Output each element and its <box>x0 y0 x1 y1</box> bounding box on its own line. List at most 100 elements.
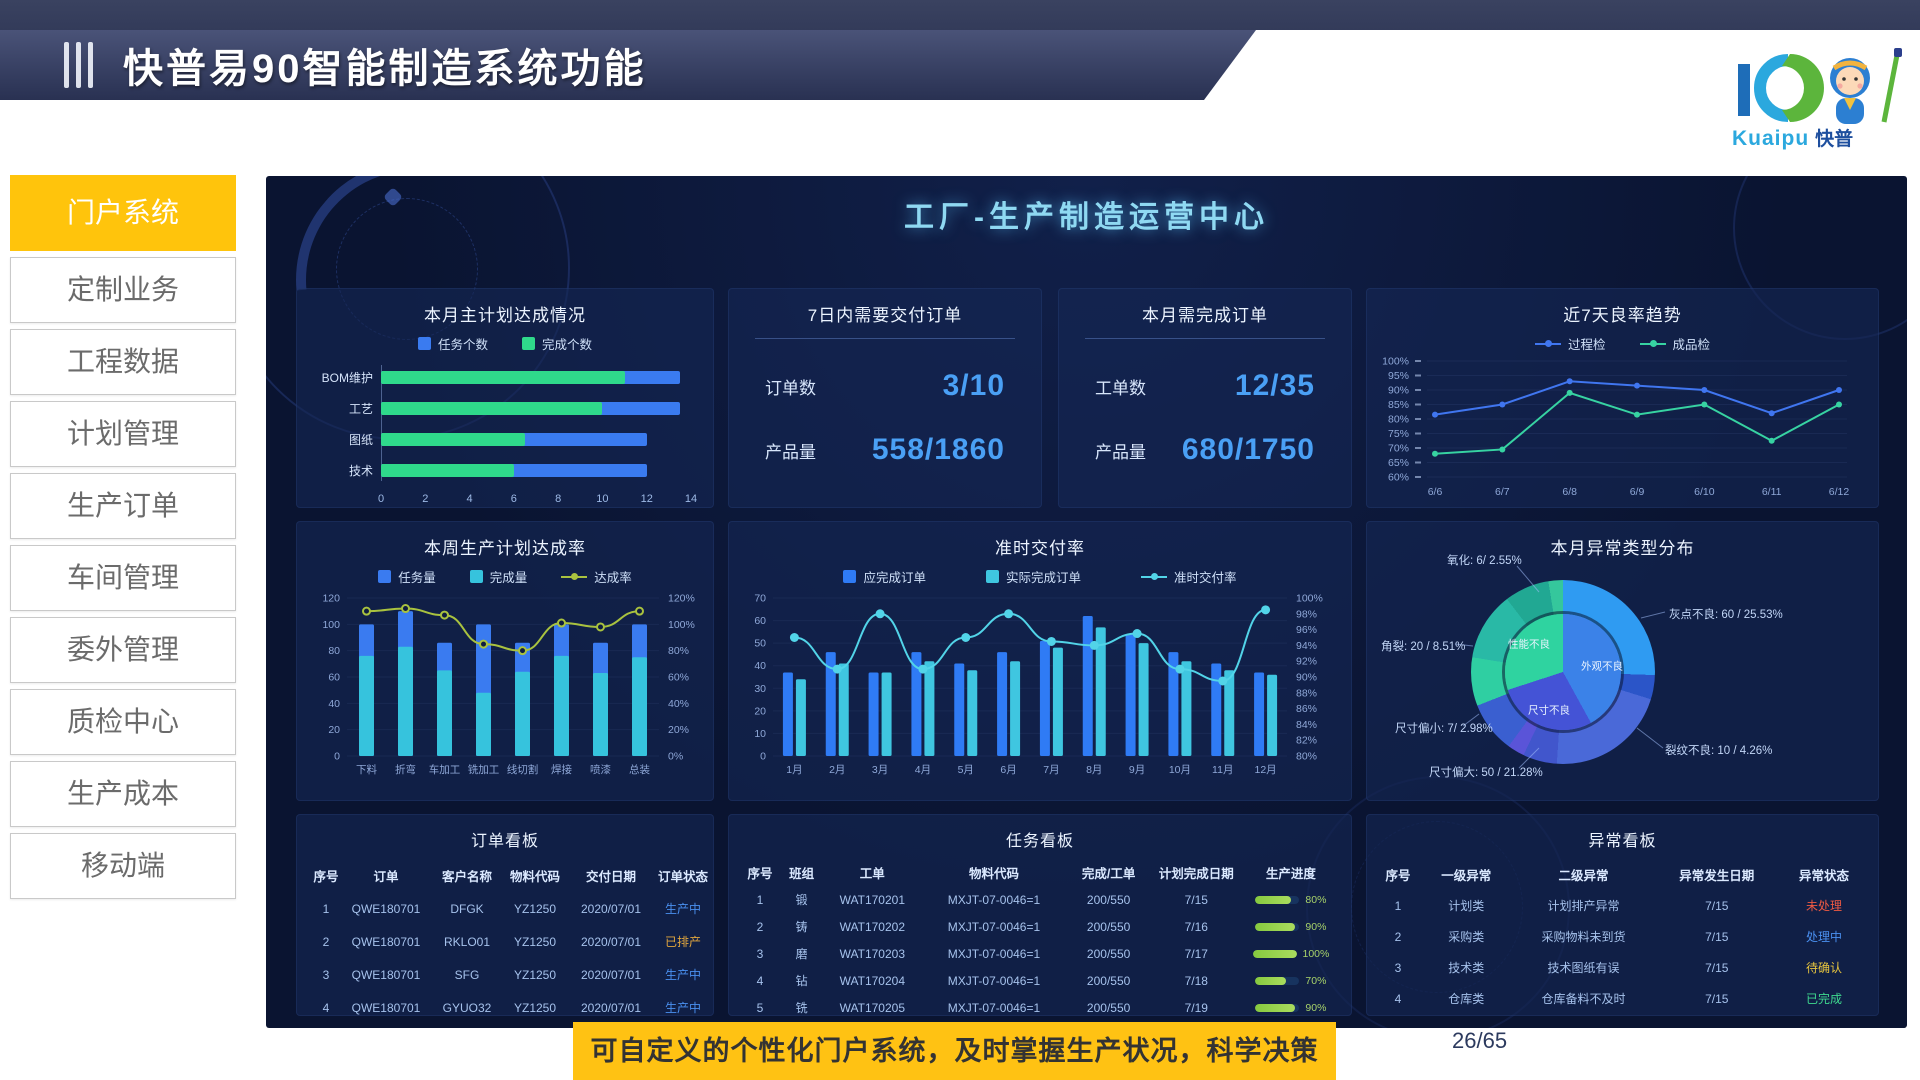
svg-text:1月: 1月 <box>786 764 802 776</box>
svg-text:线切割: 线切割 <box>507 763 539 776</box>
panel-title: 近7天良率趋势 <box>1563 306 1682 325</box>
sidebar-item[interactable]: 门户系统 <box>10 175 236 251</box>
table-header-cell: 序号 <box>1385 869 1411 883</box>
pie-inner-label: 性能不良 <box>1508 638 1550 651</box>
svg-text:94%: 94% <box>1296 640 1317 652</box>
title-bars-icon <box>64 42 93 88</box>
panel-title: 异常看板 <box>1588 833 1657 850</box>
svg-text:40: 40 <box>754 660 766 672</box>
stat-row: 订单数 3/10 <box>729 369 1041 403</box>
svg-text:100%: 100% <box>668 619 695 631</box>
table-cell: WAT170201 <box>839 892 905 907</box>
sidebar-item[interactable]: 工程数据 <box>10 329 236 395</box>
svg-text:焊接: 焊接 <box>551 763 572 776</box>
table-cell: 200/550 <box>1086 946 1131 961</box>
panel-title: 本月异常类型分布 <box>1550 539 1695 558</box>
chart-legend: 任务个数 完成个数 <box>297 334 713 353</box>
logo-text: Kuaipu 快普 <box>1732 124 1918 151</box>
table-row: 1 锻 WAT170201 MXJT-07-0046=1 200/550 7/15 80% <box>729 886 1351 913</box>
table-row: 3 磨 WAT170203 MXJT-07-0046=1 200/550 7/17 100% <box>729 940 1351 967</box>
table-cell: 3 <box>322 967 330 982</box>
panel-title: 准时交付率 <box>995 539 1085 558</box>
table-cell: 技术类 <box>1448 961 1485 975</box>
hbar-axis: 0 2 4 6 8 10 12 14 <box>377 493 698 505</box>
table-row: 3 QWE180701 SFG YZ1250 2020/07/01 生产中 <box>297 958 713 991</box>
svg-text:6/12: 6/12 <box>1829 486 1850 498</box>
svg-text:98%: 98% <box>1296 608 1317 620</box>
status-badge: 生产中 <box>664 968 701 982</box>
status-badge: 生产中 <box>664 1001 701 1015</box>
sidebar-item[interactable]: 移动端 <box>10 833 236 899</box>
table-cell: QWE180701 <box>351 934 421 949</box>
panel-month-orders: 本月需完成订单 工单数 12/35 产品量 680/1750 <box>1058 288 1352 508</box>
svg-text:20: 20 <box>754 705 766 717</box>
svg-text:10: 10 <box>754 728 766 740</box>
sidebar-item[interactable]: 定制业务 <box>10 257 236 323</box>
svg-text:11月: 11月 <box>1212 764 1233 776</box>
panel-exception-board: 异常看板 序号 一级异常 二级异常 异常发生日期 异常状态 1 计划类 计划排产异常 7/15 未… <box>1366 814 1879 1016</box>
sidebar-item[interactable]: 车间管理 <box>10 545 236 611</box>
svg-text:60: 60 <box>754 615 766 627</box>
table-cell: 技术图纸有误 <box>1547 961 1620 975</box>
table-cell: WAT170202 <box>839 919 905 934</box>
table-cell: 200/550 <box>1086 919 1131 934</box>
table-cell: 1 <box>1394 898 1402 913</box>
table-cell: MXJT-07-0046=1 <box>947 892 1041 907</box>
svg-text:82%: 82% <box>1296 735 1317 747</box>
panel-title: 订单看板 <box>470 833 539 850</box>
svg-text:6/8: 6/8 <box>1562 486 1577 498</box>
svg-text:84%: 84% <box>1296 719 1317 731</box>
svg-text:6/9: 6/9 <box>1630 486 1645 498</box>
svg-text:下料: 下料 <box>356 763 377 776</box>
svg-text:20%: 20% <box>668 724 689 736</box>
sidebar-item[interactable]: 委外管理 <box>10 617 236 683</box>
legend-item: 任务量 <box>378 567 436 586</box>
svg-text:80%: 80% <box>1296 751 1317 763</box>
table-cell: 7/19 <box>1184 1000 1208 1015</box>
table-header-cell: 客户名称 <box>441 870 492 884</box>
footer-banner: 可自定义的个性化门户系统，及时掌握生产状况，科学决策 <box>573 1022 1336 1080</box>
table-cell: 3 <box>1394 960 1402 975</box>
hbar-row: 技术 <box>311 462 691 479</box>
table-cell: MXJT-07-0046=1 <box>947 973 1041 988</box>
hbar-row: BOM维护 <box>311 369 691 386</box>
table-cell: 7/15 <box>1705 991 1729 1006</box>
axis-line <box>381 365 382 481</box>
pie-slice-label: 尺寸偏小: 7/ 2.98% <box>1395 723 1493 735</box>
table-header-cell: 序号 <box>747 867 773 881</box>
table-cell: DFGK <box>450 901 484 916</box>
table-cell: 70% <box>1245 975 1337 987</box>
task-table: 序号 班组 工单 物料代码 完成/工单 计划完成日期 生产进度 1 锻 WAT170201 MXJT… <box>729 859 1351 1021</box>
table-row: 1 计划类 计划排产异常 7/15 未处理 <box>1367 890 1878 921</box>
legend-item: 实际完成订单 <box>985 567 1081 586</box>
svg-text:90%: 90% <box>1388 385 1409 397</box>
pie-leader-lines <box>1454 565 1666 769</box>
table-header-cell: 物料代码 <box>509 870 560 884</box>
hbar-row: 工艺 <box>311 400 691 417</box>
svg-text:60%: 60% <box>1388 472 1409 484</box>
table-cell: WAT170205 <box>839 1000 905 1015</box>
stat-row: 产品量 558/1860 <box>729 433 1041 467</box>
table-cell: YZ1250 <box>513 901 557 916</box>
table-cell: 仓库类 <box>1448 992 1485 1006</box>
stat-label: 产品量 <box>1095 442 1146 462</box>
svg-text:铣加工: 铣加工 <box>468 763 500 776</box>
svg-text:92%: 92% <box>1296 656 1317 668</box>
table-header-row: 序号 班组 工单 物料代码 完成/工单 计划完成日期 生产进度 <box>729 859 1351 886</box>
divider <box>1085 338 1325 339</box>
svg-text:60: 60 <box>328 672 340 684</box>
kuaipu-logo-mark <box>1738 48 1902 124</box>
sidebar-item[interactable]: 计划管理 <box>10 401 236 467</box>
svg-text:2月: 2月 <box>829 764 845 776</box>
sidebar-item[interactable]: 质检中心 <box>10 689 236 755</box>
table-cell: 铣 <box>795 1001 808 1015</box>
dashboard-title: 工厂-生产制造运营中心 <box>904 201 1269 234</box>
table-cell: 铸 <box>795 920 808 934</box>
svg-text:70: 70 <box>754 593 766 605</box>
sidebar-item[interactable]: 生产订单 <box>10 473 236 539</box>
table-header-cell: 完成/工单 <box>1081 867 1136 881</box>
table-row: 4 钻 WAT170204 MXJT-07-0046=1 200/550 7/18 70% <box>729 967 1351 994</box>
svg-text:7月: 7月 <box>1043 764 1059 776</box>
sidebar-item[interactable]: 生产成本 <box>10 761 236 827</box>
table-row: 3 技术类 技术图纸有误 7/15 待确认 <box>1367 952 1878 983</box>
